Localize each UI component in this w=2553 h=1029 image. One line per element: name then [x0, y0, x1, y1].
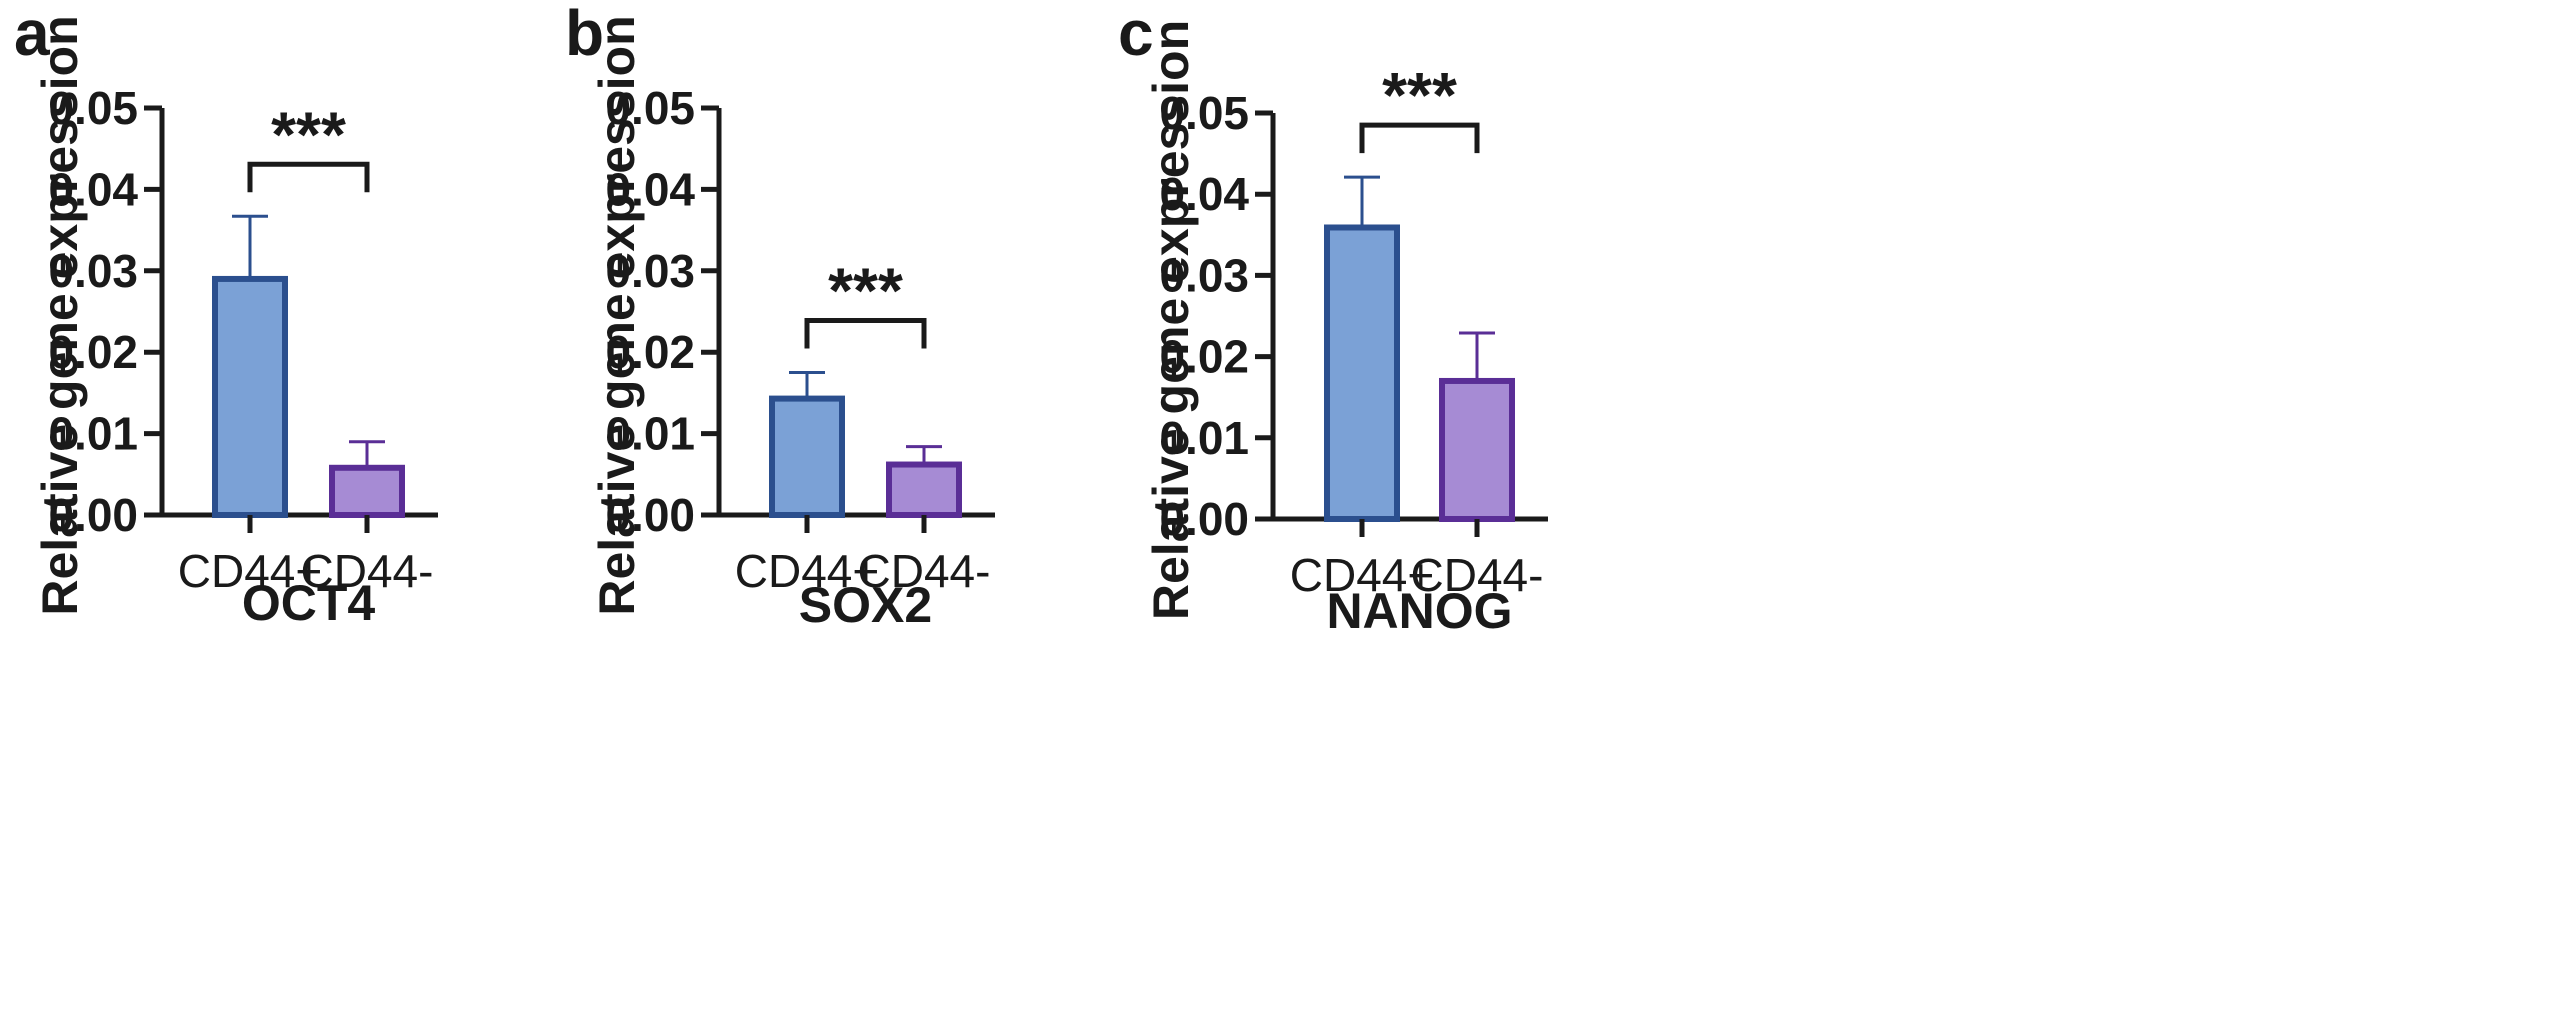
- significance-bracket: [247, 161, 370, 193]
- bar-CD44-neg: [329, 464, 405, 518]
- x-tick-label: CD44+: [1290, 549, 1434, 601]
- y-tick-label: 0.05: [1159, 87, 1249, 139]
- y-tick-label: 0.02: [1159, 331, 1249, 383]
- y-axis-title: Relative gene expression: [32, 15, 88, 615]
- x-tick-label: CD44+: [735, 545, 879, 597]
- y-tick-label: 0.04: [605, 163, 695, 215]
- bar-CD44-neg: [1439, 377, 1515, 522]
- bar-CD44-pos: [769, 395, 845, 518]
- x-tick-label: CD44+: [178, 545, 322, 597]
- x-tick-label: CD44-: [1411, 549, 1544, 601]
- bar-CD44-neg: [886, 461, 962, 519]
- y-tick-label: 0.01: [48, 408, 138, 460]
- y-tick-label: 0.01: [1159, 412, 1249, 464]
- panel-b: b 0.00 0.01 0.02 0.03 0.04 0.05 CD44+CD44- *** SO…: [565, 0, 995, 633]
- x-tick-label: CD44-: [301, 545, 434, 597]
- panel-c: c 0.00 0.01 0.02 0.03 0.04 0.05 CD44+CD44- *** NA…: [1118, 0, 1548, 639]
- y-tick-label: 0.03: [48, 245, 138, 297]
- y-tick-label: 0.00: [48, 489, 138, 541]
- y-tick-label: 0.01: [605, 408, 695, 460]
- x-tick-label: CD44-: [858, 545, 991, 597]
- significance-label: ***: [828, 255, 903, 327]
- y-tick-label: 0.00: [1159, 493, 1249, 545]
- significance-label: ***: [1382, 59, 1457, 131]
- panel-letter: c: [1118, 0, 1154, 69]
- y-tick-label: 0.03: [605, 245, 695, 297]
- y-axis-title: Relative gene expression: [589, 15, 645, 615]
- significance-label: ***: [271, 98, 346, 170]
- y-tick-label: 0.05: [48, 82, 138, 134]
- y-tick-label: 0.04: [1159, 168, 1249, 220]
- y-axis-title: Relative gene expression: [1143, 20, 1199, 620]
- significance-bracket: [1359, 122, 1480, 154]
- bar-CD44-pos: [1324, 224, 1400, 522]
- y-tick-label: 0.02: [48, 326, 138, 378]
- x-axis-title: SOX2: [799, 577, 932, 633]
- y-tick-label: 0.05: [605, 82, 695, 134]
- panel-a: a 0.00 0.01 0.02 0.03 0.04 0.05 CD44+CD44- *** OC…: [14, 0, 438, 631]
- bar-CD44-pos: [212, 275, 288, 518]
- y-tick-label: 0.00: [605, 489, 695, 541]
- y-tick-label: 0.03: [1159, 249, 1249, 301]
- x-axis-title: OCT4: [242, 575, 376, 631]
- panel-letter: a: [14, 0, 50, 69]
- panel-letter: b: [565, 0, 604, 69]
- x-axis-title: NANOG: [1326, 583, 1512, 639]
- y-tick-label: 0.04: [48, 163, 138, 215]
- significance-bracket: [804, 318, 927, 349]
- y-tick-label: 0.02: [605, 326, 695, 378]
